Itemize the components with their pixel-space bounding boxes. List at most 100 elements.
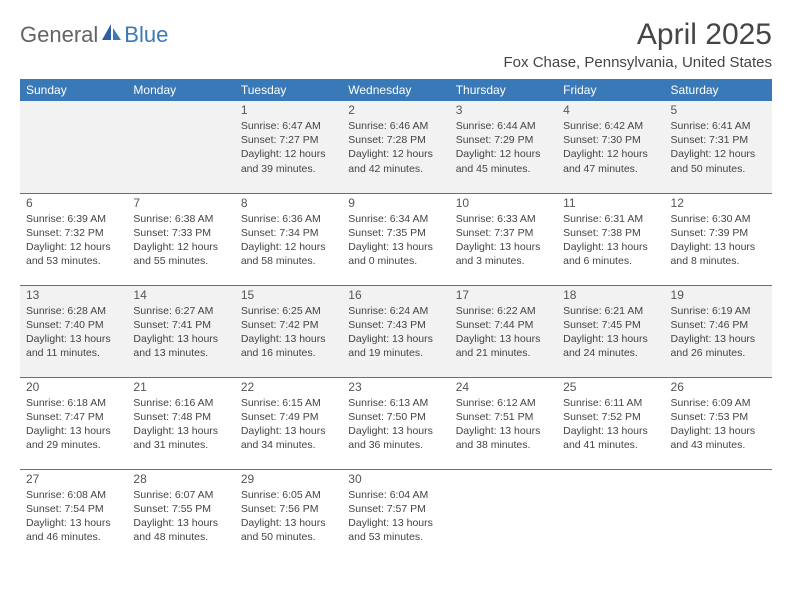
calendar-cell: 7Sunrise: 6:38 AMSunset: 7:33 PMDaylight… bbox=[127, 193, 234, 285]
sunset-text: Sunset: 7:49 PM bbox=[241, 410, 336, 424]
day-number: 19 bbox=[671, 288, 766, 302]
day-header: Saturday bbox=[665, 79, 772, 101]
calendar-cell: 19Sunrise: 6:19 AMSunset: 7:46 PMDayligh… bbox=[665, 285, 772, 377]
sunset-text: Sunset: 7:47 PM bbox=[26, 410, 121, 424]
daylight-text: Daylight: 12 hours bbox=[241, 147, 336, 161]
day-number: 13 bbox=[26, 288, 121, 302]
sunrise-text: Sunrise: 6:08 AM bbox=[26, 488, 121, 502]
calendar-cell: 4Sunrise: 6:42 AMSunset: 7:30 PMDaylight… bbox=[557, 101, 664, 193]
sunrise-text: Sunrise: 6:44 AM bbox=[456, 119, 551, 133]
calendar-cell: 22Sunrise: 6:15 AMSunset: 7:49 PMDayligh… bbox=[235, 377, 342, 469]
daylight-text: Daylight: 13 hours bbox=[671, 240, 766, 254]
calendar-cell: 14Sunrise: 6:27 AMSunset: 7:41 PMDayligh… bbox=[127, 285, 234, 377]
calendar-cell: 21Sunrise: 6:16 AMSunset: 7:48 PMDayligh… bbox=[127, 377, 234, 469]
sunset-text: Sunset: 7:43 PM bbox=[348, 318, 443, 332]
daylight-text: and 50 minutes. bbox=[241, 530, 336, 544]
day-number: 9 bbox=[348, 196, 443, 210]
daylight-text: and 55 minutes. bbox=[133, 254, 228, 268]
day-number: 30 bbox=[348, 472, 443, 486]
daylight-text: Daylight: 12 hours bbox=[348, 147, 443, 161]
sunrise-text: Sunrise: 6:13 AM bbox=[348, 396, 443, 410]
day-header: Sunday bbox=[20, 79, 127, 101]
daylight-text: Daylight: 13 hours bbox=[133, 332, 228, 346]
day-header: Wednesday bbox=[342, 79, 449, 101]
daylight-text: Daylight: 13 hours bbox=[241, 516, 336, 530]
daylight-text: Daylight: 13 hours bbox=[26, 516, 121, 530]
daylight-text: and 24 minutes. bbox=[563, 346, 658, 360]
sunrise-text: Sunrise: 6:41 AM bbox=[671, 119, 766, 133]
daylight-text: and 53 minutes. bbox=[348, 530, 443, 544]
sunset-text: Sunset: 7:41 PM bbox=[133, 318, 228, 332]
calendar-week-row: 6Sunrise: 6:39 AMSunset: 7:32 PMDaylight… bbox=[20, 193, 772, 285]
daylight-text: Daylight: 13 hours bbox=[563, 332, 658, 346]
daylight-text: and 29 minutes. bbox=[26, 438, 121, 452]
daylight-text: Daylight: 13 hours bbox=[348, 240, 443, 254]
location-subtitle: Fox Chase, Pennsylvania, United States bbox=[504, 54, 772, 71]
daylight-text: Daylight: 12 hours bbox=[26, 240, 121, 254]
day-number: 2 bbox=[348, 103, 443, 117]
day-number: 1 bbox=[241, 103, 336, 117]
sunrise-text: Sunrise: 6:36 AM bbox=[241, 212, 336, 226]
daylight-text: Daylight: 13 hours bbox=[563, 240, 658, 254]
title-block: April 2025 Fox Chase, Pennsylvania, Unit… bbox=[504, 18, 772, 71]
day-number: 23 bbox=[348, 380, 443, 394]
daylight-text: and 11 minutes. bbox=[26, 346, 121, 360]
sunrise-text: Sunrise: 6:25 AM bbox=[241, 304, 336, 318]
day-number: 21 bbox=[133, 380, 228, 394]
calendar-cell: 17Sunrise: 6:22 AMSunset: 7:44 PMDayligh… bbox=[450, 285, 557, 377]
daylight-text: Daylight: 13 hours bbox=[456, 332, 551, 346]
calendar-table: Sunday Monday Tuesday Wednesday Thursday… bbox=[20, 79, 772, 561]
calendar-cell: 29Sunrise: 6:05 AMSunset: 7:56 PMDayligh… bbox=[235, 469, 342, 561]
sunset-text: Sunset: 7:33 PM bbox=[133, 226, 228, 240]
day-header: Thursday bbox=[450, 79, 557, 101]
calendar-cell: 15Sunrise: 6:25 AMSunset: 7:42 PMDayligh… bbox=[235, 285, 342, 377]
daylight-text: Daylight: 12 hours bbox=[671, 147, 766, 161]
sunset-text: Sunset: 7:52 PM bbox=[563, 410, 658, 424]
day-number: 10 bbox=[456, 196, 551, 210]
daylight-text: Daylight: 13 hours bbox=[671, 424, 766, 438]
calendar-cell: 11Sunrise: 6:31 AMSunset: 7:38 PMDayligh… bbox=[557, 193, 664, 285]
calendar-cell: 12Sunrise: 6:30 AMSunset: 7:39 PMDayligh… bbox=[665, 193, 772, 285]
daylight-text: Daylight: 13 hours bbox=[241, 332, 336, 346]
daylight-text: and 47 minutes. bbox=[563, 162, 658, 176]
day-number: 22 bbox=[241, 380, 336, 394]
sunrise-text: Sunrise: 6:04 AM bbox=[348, 488, 443, 502]
daylight-text: and 53 minutes. bbox=[26, 254, 121, 268]
daylight-text: Daylight: 13 hours bbox=[671, 332, 766, 346]
daylight-text: Daylight: 12 hours bbox=[563, 147, 658, 161]
calendar-cell: 16Sunrise: 6:24 AMSunset: 7:43 PMDayligh… bbox=[342, 285, 449, 377]
day-header: Friday bbox=[557, 79, 664, 101]
daylight-text: Daylight: 13 hours bbox=[133, 516, 228, 530]
calendar-cell bbox=[127, 101, 234, 193]
daylight-text: Daylight: 13 hours bbox=[348, 424, 443, 438]
header: General Blue April 2025 Fox Chase, Penns… bbox=[20, 18, 772, 71]
daylight-text: Daylight: 13 hours bbox=[348, 332, 443, 346]
calendar-week-row: 27Sunrise: 6:08 AMSunset: 7:54 PMDayligh… bbox=[20, 469, 772, 561]
day-number: 17 bbox=[456, 288, 551, 302]
calendar-week-row: 20Sunrise: 6:18 AMSunset: 7:47 PMDayligh… bbox=[20, 377, 772, 469]
sunset-text: Sunset: 7:40 PM bbox=[26, 318, 121, 332]
sunset-text: Sunset: 7:45 PM bbox=[563, 318, 658, 332]
day-header: Monday bbox=[127, 79, 234, 101]
calendar-cell: 20Sunrise: 6:18 AMSunset: 7:47 PMDayligh… bbox=[20, 377, 127, 469]
daylight-text: and 36 minutes. bbox=[348, 438, 443, 452]
calendar-cell: 27Sunrise: 6:08 AMSunset: 7:54 PMDayligh… bbox=[20, 469, 127, 561]
sunset-text: Sunset: 7:48 PM bbox=[133, 410, 228, 424]
logo-sail-icon bbox=[102, 24, 122, 45]
day-number: 12 bbox=[671, 196, 766, 210]
calendar-cell: 8Sunrise: 6:36 AMSunset: 7:34 PMDaylight… bbox=[235, 193, 342, 285]
daylight-text: and 41 minutes. bbox=[563, 438, 658, 452]
calendar-cell: 5Sunrise: 6:41 AMSunset: 7:31 PMDaylight… bbox=[665, 101, 772, 193]
day-number: 3 bbox=[456, 103, 551, 117]
daylight-text: and 34 minutes. bbox=[241, 438, 336, 452]
day-number: 15 bbox=[241, 288, 336, 302]
calendar-cell bbox=[20, 101, 127, 193]
day-number: 26 bbox=[671, 380, 766, 394]
daylight-text: and 8 minutes. bbox=[671, 254, 766, 268]
calendar-cell: 28Sunrise: 6:07 AMSunset: 7:55 PMDayligh… bbox=[127, 469, 234, 561]
daylight-text: and 48 minutes. bbox=[133, 530, 228, 544]
calendar-cell: 3Sunrise: 6:44 AMSunset: 7:29 PMDaylight… bbox=[450, 101, 557, 193]
day-number: 5 bbox=[671, 103, 766, 117]
sunrise-text: Sunrise: 6:46 AM bbox=[348, 119, 443, 133]
calendar-cell: 6Sunrise: 6:39 AMSunset: 7:32 PMDaylight… bbox=[20, 193, 127, 285]
